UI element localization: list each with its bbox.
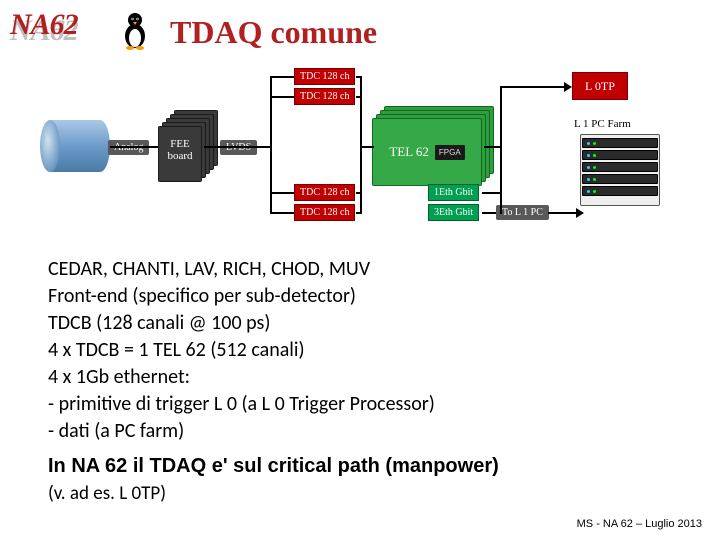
to-l1-label: To L 1 PC	[496, 205, 549, 220]
logo-main-text: NA62	[10, 8, 78, 42]
bullet-4: 4 x TDCB = 1 TEL 62 (512 canali)	[48, 337, 680, 364]
pc-farm-rack	[582, 136, 662, 206]
wire-eth1	[482, 192, 502, 194]
bullet-3: TDCB (128 canali @ 100 ps)	[48, 310, 680, 337]
wire-v1	[270, 76, 272, 148]
tdaq-diagram: Analog FEEboard LVDS TDC 128 ch TDC 128 …	[48, 62, 668, 242]
na62-logo: NA62 NA62	[10, 8, 150, 56]
wire-h4	[270, 212, 294, 214]
bullet-5: 4 x 1Gb ethernet:	[48, 364, 680, 391]
fpga-chip: FPGA	[435, 145, 465, 160]
wire-analog	[110, 146, 164, 148]
slide-footer: MS - NA 62 – Luglio 2013	[577, 518, 702, 530]
wire-h1	[270, 76, 294, 78]
fee-label: FEEboard	[158, 138, 202, 162]
bullet-block: CEDAR, CHANTI, LAV, RICH, CHOD, MUV Fron…	[48, 256, 680, 445]
wire-s2	[356, 96, 362, 98]
wire-tel-out	[484, 146, 502, 148]
wire-s3	[356, 192, 362, 194]
wire-to-l0tp	[500, 86, 566, 88]
wire-v2	[270, 146, 272, 214]
farm-label: L 1 PC Farm	[574, 118, 631, 130]
tdc-box-2: TDC 128 ch	[294, 184, 355, 201]
eth-box-1: 3Eth Gbit	[428, 204, 479, 221]
slide-header: NA62 NA62 TDAQ comune	[10, 8, 710, 56]
tdc-box-0: TDC 128 ch	[294, 68, 355, 85]
l0tp-box: L 0TP	[572, 72, 628, 100]
wire-s1	[356, 76, 362, 78]
penguin-icon	[120, 10, 150, 50]
wire-h2	[270, 96, 294, 98]
arrow-l0tp	[564, 82, 572, 92]
wire-h3	[270, 192, 294, 194]
arrow-farm	[576, 208, 584, 218]
bullet-6: - primitive di trigger L 0 (a L 0 Trigge…	[48, 391, 680, 418]
tel62-stack: TEL 62 FPGA	[372, 106, 502, 186]
l0tp-label: L 0TP	[585, 79, 615, 94]
tel62-label: TEL 62	[389, 144, 429, 160]
bullet-2: Front-end (specifico per sub-detector)	[48, 283, 680, 310]
slide-title: TDAQ comune	[170, 14, 377, 51]
wire-s4	[356, 212, 362, 214]
detector-cylinder	[40, 116, 112, 176]
sub-line: (v. ad es. L 0TP)	[48, 482, 166, 505]
tdc-box-1: TDC 128 ch	[294, 88, 355, 105]
wire-eth2	[482, 212, 496, 214]
wire-lvds	[204, 146, 272, 148]
wire-right-v	[500, 86, 502, 214]
wire-to-farm	[548, 212, 578, 214]
bullet-7: - dati (a PC farm)	[48, 418, 680, 445]
tdc-box-3: TDC 128 ch	[294, 204, 355, 221]
eth-box-0: 1Eth Gbit	[428, 184, 479, 201]
bullet-1: CEDAR, CHANTI, LAV, RICH, CHOD, MUV	[48, 256, 680, 283]
critical-path-line: In NA 62 il TDAQ e' sul critical path (m…	[48, 455, 680, 478]
wire-to-tel	[360, 146, 374, 148]
